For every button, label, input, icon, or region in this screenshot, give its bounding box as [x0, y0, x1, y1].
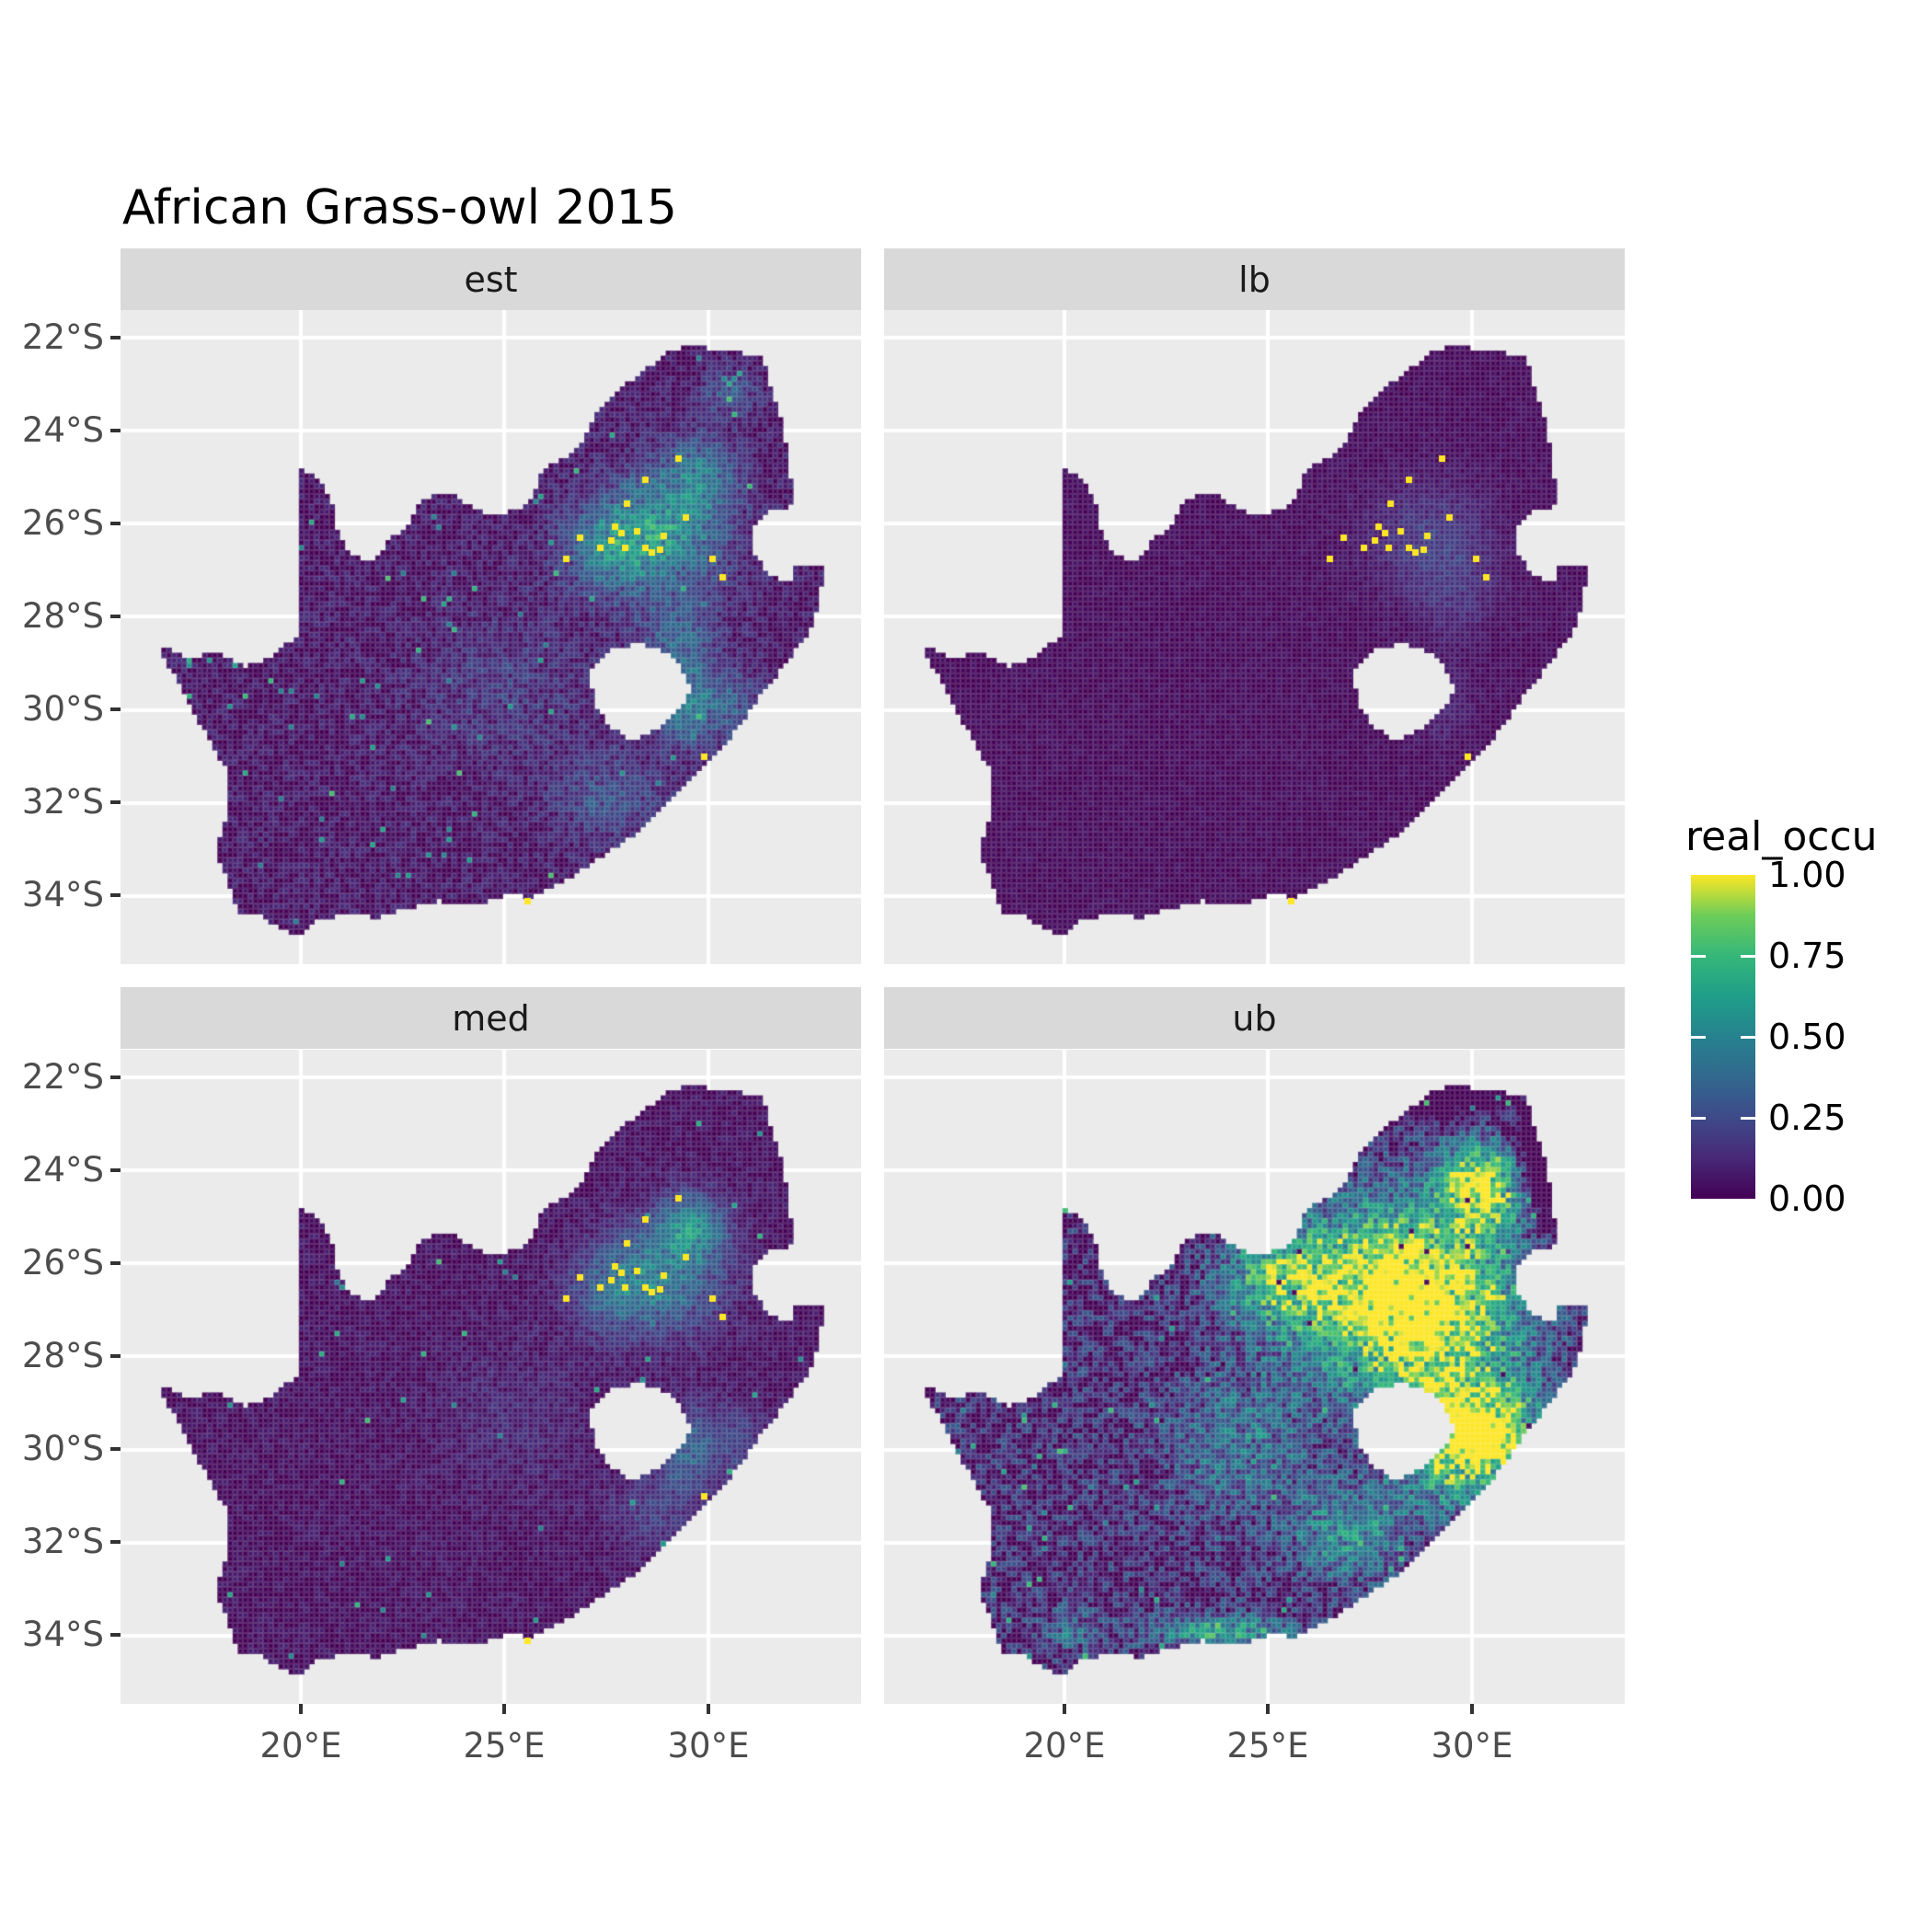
y-axis-tick-mark: [110, 1168, 121, 1172]
legend-tick-mark: [1741, 1036, 1755, 1039]
y-axis-tick-mark: [110, 1354, 121, 1358]
y-axis-tick-label: 28°S: [21, 596, 104, 636]
y-axis-tick-label: 24°S: [21, 410, 104, 450]
facet-strip-label: ub: [1232, 997, 1277, 1039]
y-axis-tick-mark: [110, 1261, 121, 1265]
y-axis-tick-label: 28°S: [21, 1336, 104, 1375]
y-axis-tick-label: 22°S: [21, 1057, 104, 1097]
y-axis-tick-label: 24°S: [21, 1150, 104, 1190]
y-axis-tick-mark: [110, 1633, 121, 1637]
legend-value-label: 0.25: [1768, 1098, 1846, 1138]
facet-strip-lb: lb: [884, 248, 1625, 310]
y-axis-tick-mark: [110, 1447, 121, 1451]
x-axis-tick-label: 25°E: [463, 1726, 546, 1765]
legend-value-label: 0.50: [1768, 1017, 1846, 1057]
map-panel-lb: [884, 310, 1625, 964]
y-axis-tick-label: 32°S: [21, 1522, 104, 1561]
y-axis-tick-mark: [110, 893, 121, 897]
legend-value-label: 1.00: [1768, 855, 1846, 895]
y-axis-tick-mark: [110, 615, 121, 618]
legend-tick-mark: [1691, 1036, 1706, 1039]
map-panel-med: [121, 1050, 861, 1704]
x-axis-tick-mark: [1266, 1704, 1270, 1714]
y-axis-tick-mark: [110, 1075, 121, 1079]
y-axis-tick-label: 30°S: [21, 689, 104, 729]
y-axis-tick-mark: [110, 707, 121, 711]
map-panel-est: [121, 310, 861, 964]
legend-tick-mark: [1691, 1117, 1706, 1120]
legend-tick-mark: [1741, 1117, 1755, 1120]
y-axis-tick-mark: [110, 800, 121, 804]
facet-strip-est: est: [121, 248, 861, 310]
facet-strip-label: lb: [1238, 259, 1271, 300]
legend-tick-mark: [1741, 955, 1755, 958]
y-axis-tick-label: 32°S: [21, 782, 104, 822]
page-title: African Grass-owl 2015: [122, 180, 677, 236]
legend-value-label: 0.00: [1768, 1179, 1846, 1219]
x-axis-tick-mark: [502, 1704, 506, 1714]
x-axis-tick-mark: [1470, 1704, 1474, 1714]
y-axis-tick-label: 26°S: [21, 503, 104, 543]
map-panel-ub: [884, 1050, 1625, 1704]
x-axis-tick-mark: [299, 1704, 303, 1714]
x-axis-tick-label: 30°E: [667, 1726, 750, 1765]
y-axis-tick-label: 34°S: [21, 875, 104, 914]
y-axis-tick-label: 34°S: [21, 1615, 104, 1654]
y-axis-tick-mark: [110, 429, 121, 432]
facet-strip-med: med: [121, 987, 861, 1049]
y-axis-tick-label: 26°S: [21, 1243, 104, 1282]
x-axis-tick-label: 25°E: [1226, 1726, 1309, 1765]
legend-title: real_occu: [1685, 813, 1878, 860]
legend-tick-mark: [1691, 955, 1706, 958]
legend-value-label: 0.75: [1768, 936, 1846, 976]
facet-strip-label: med: [452, 997, 530, 1039]
y-axis-tick-mark: [110, 522, 121, 525]
x-axis-tick-mark: [707, 1704, 710, 1714]
facet-strip-label: est: [464, 259, 518, 300]
y-axis-tick-mark: [110, 1540, 121, 1544]
x-axis-tick-label: 20°E: [1023, 1726, 1106, 1765]
y-axis-tick-label: 22°S: [21, 317, 104, 357]
y-axis-tick-label: 30°S: [21, 1429, 104, 1468]
x-axis-tick-mark: [1063, 1704, 1066, 1714]
x-axis-tick-label: 20°E: [259, 1726, 342, 1765]
y-axis-tick-mark: [110, 336, 121, 339]
facet-strip-ub: ub: [884, 987, 1625, 1049]
x-axis-tick-label: 30°E: [1431, 1726, 1513, 1765]
